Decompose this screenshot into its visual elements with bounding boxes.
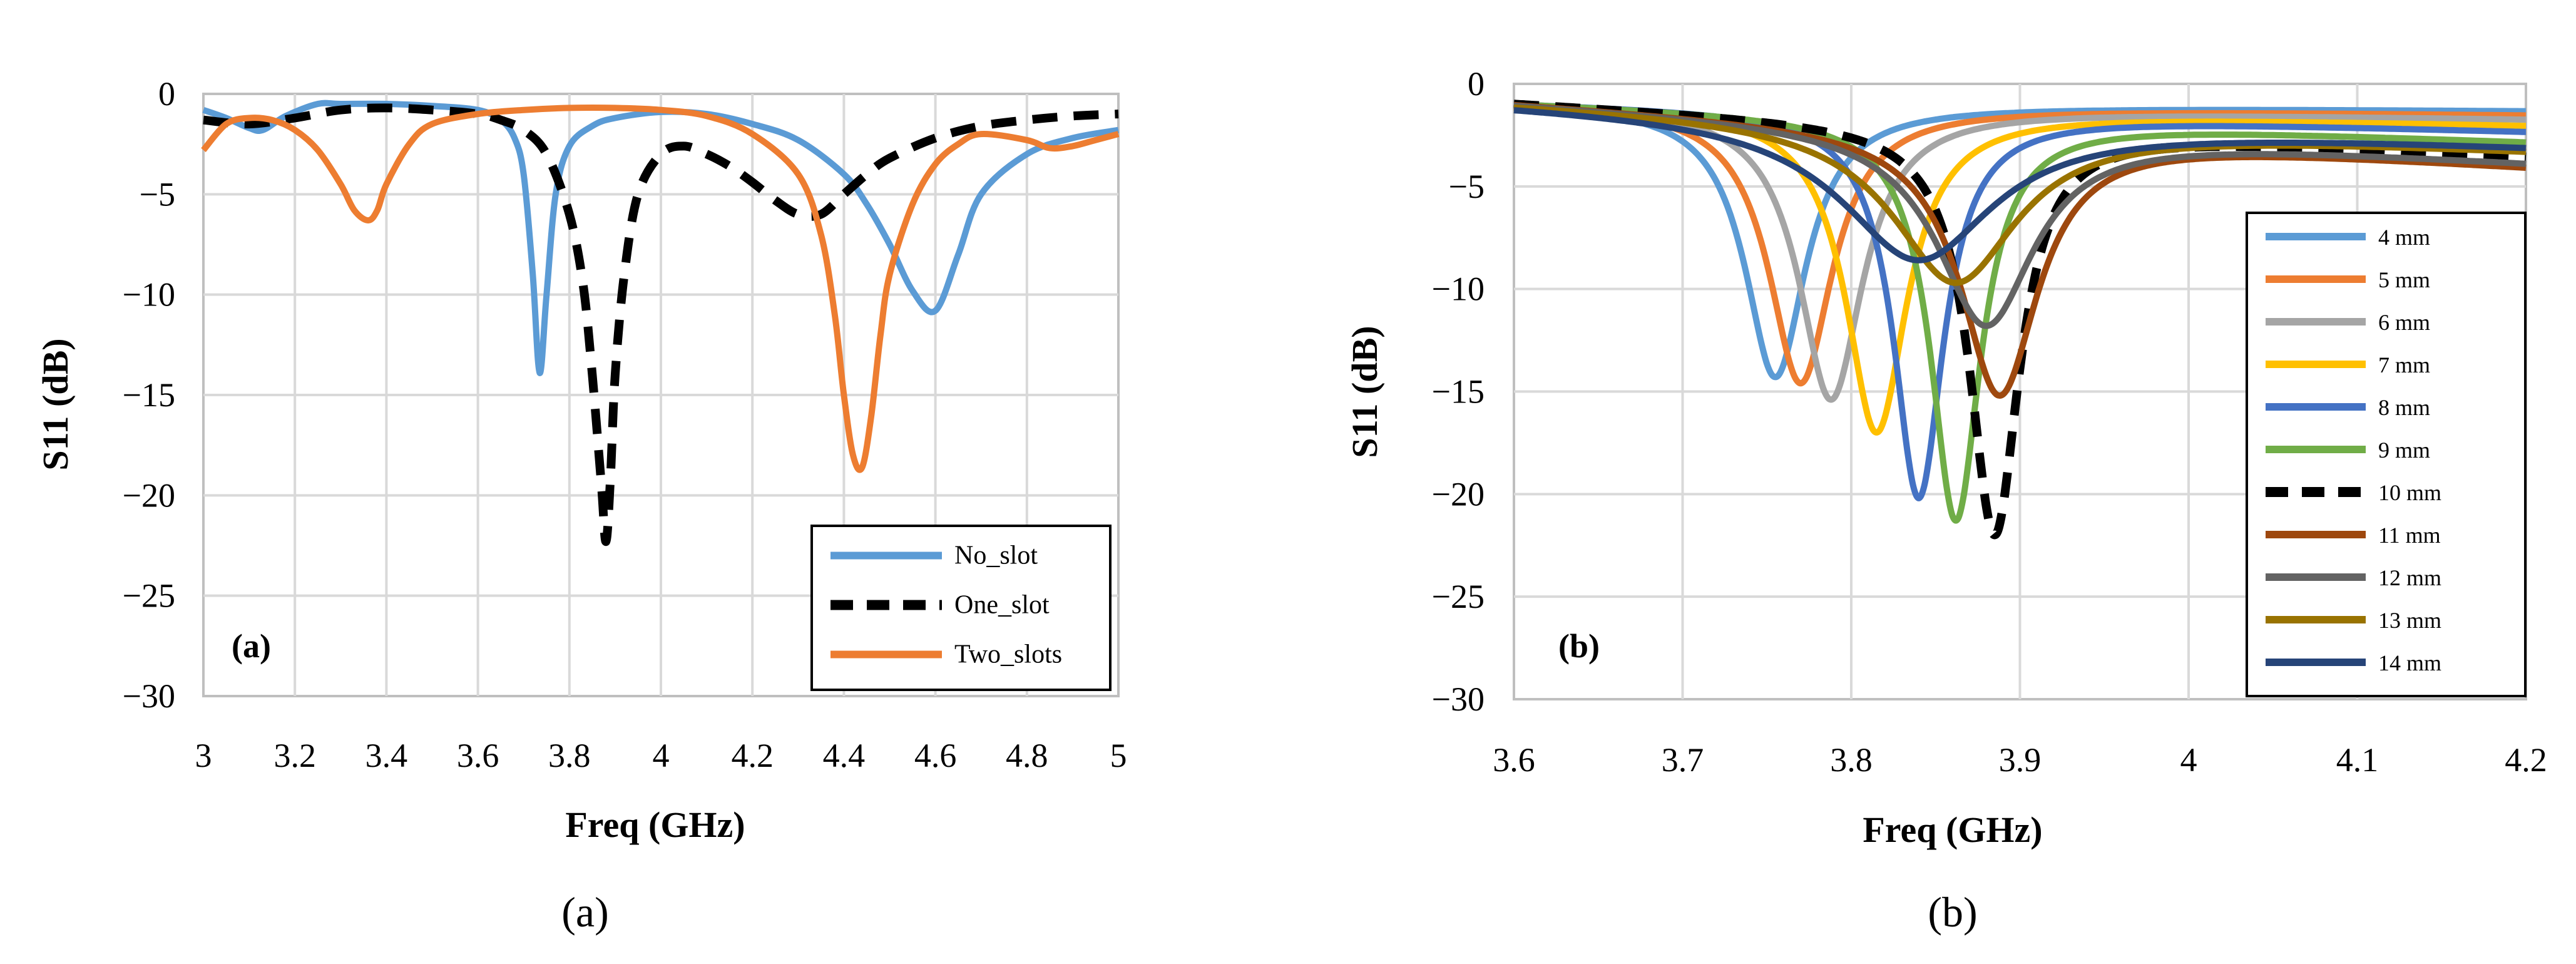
a-y-tick-label: −5 — [140, 175, 175, 213]
a-x-tick-label: 3.2 — [273, 737, 316, 774]
b-y-tick-label: −20 — [1432, 475, 1485, 513]
a-y-tick-label: −20 — [123, 476, 175, 514]
a-x-tick-label: 5 — [1110, 737, 1127, 774]
b-legend-label: 13 mm — [2378, 608, 2441, 633]
b-legend-label: 14 mm — [2378, 650, 2441, 675]
panel-b-series — [1513, 100, 2527, 540]
b-x-tick-label: 3.8 — [1830, 741, 1873, 779]
b-x-tick-label: 3.9 — [1999, 741, 2042, 779]
b-legend-label: 5 mm — [2378, 267, 2430, 292]
b-series-line-10-mm — [1513, 100, 2527, 540]
panel-a-x-axis-title: Freq (GHz) — [565, 804, 745, 845]
b-legend-label: 10 mm — [2378, 480, 2441, 505]
b-legend-box — [2246, 212, 2527, 697]
panel-a-y-tick-labels: 0 −5 −10 −15 −20 −25 −30 — [123, 75, 175, 715]
b-y-tick-label: −30 — [1432, 680, 1485, 718]
a-x-tick-label: 3 — [195, 737, 212, 774]
b-y-tick-label: −25 — [1432, 578, 1485, 615]
panel-a-series — [201, 100, 1120, 546]
panel-b-x-tick-labels: 3.6 3.7 3.8 3.9 4 4.1 4.2 — [1493, 741, 2547, 779]
b-legend-label: 8 mm — [2378, 395, 2430, 420]
panel-b-chart: 0 −5 −10 −15 −20 −25 −30 3.6 3.7 3.8 3.9 4 4.1 4.2 F… — [1344, 65, 2547, 936]
a-x-tick-label: 4 — [653, 737, 670, 774]
panel-b-caption: (b) — [1928, 888, 1977, 936]
b-legend-label: 12 mm — [2378, 565, 2441, 590]
a-legend-label: No_slot — [954, 541, 1038, 570]
panel-a-caption: (a) — [561, 888, 608, 936]
a-x-tick-label: 4.2 — [731, 737, 774, 774]
b-x-tick-label: 3.6 — [1493, 741, 1535, 779]
a-y-tick-label: 0 — [158, 75, 175, 113]
panel-a-plot-tag: (a) — [232, 627, 271, 665]
b-y-tick-label: 0 — [1468, 65, 1485, 103]
panel-a-x-tick-labels: 3 3.2 3.4 3.6 3.8 4 4.2 4.4 4.6 4.8 5 — [195, 737, 1127, 774]
a-x-tick-label: 3.4 — [365, 737, 408, 774]
a-x-tick-label: 3.8 — [548, 737, 591, 774]
a-x-tick-label: 4.8 — [1006, 737, 1048, 774]
panel-b-legend: 4 mm 5 mm 6 mm 7 mm 8 mm 9 mm 10 mm 11 mm 12 mm 1… — [2246, 212, 2527, 697]
b-y-tick-label: −5 — [1449, 168, 1485, 205]
a-legend-label: Two_slots — [954, 640, 1062, 669]
b-y-tick-label: −15 — [1432, 373, 1485, 411]
b-x-tick-label: 3.7 — [1662, 741, 1704, 779]
panel-b-y-axis-title: S11 (dB) — [1344, 326, 1385, 458]
a-legend-label: One_slot — [954, 591, 1050, 620]
a-y-tick-label: −25 — [123, 577, 175, 615]
a-x-tick-label: 4.4 — [823, 737, 866, 774]
panel-a-gridlines — [203, 94, 1118, 696]
b-x-tick-label: 4.2 — [2505, 741, 2547, 779]
b-x-tick-label: 4.1 — [2336, 741, 2379, 779]
b-legend-label: 7 mm — [2378, 352, 2430, 377]
b-series-line-4-mm — [1513, 105, 2526, 381]
a-y-tick-label: −15 — [123, 376, 175, 414]
b-legend-label: 4 mm — [2378, 225, 2430, 250]
a-y-tick-label: −10 — [123, 276, 175, 314]
b-legend-label: 9 mm — [2378, 438, 2430, 463]
panel-b-x-axis-title: Freq (GHz) — [1863, 809, 2042, 850]
b-y-tick-label: −10 — [1432, 270, 1485, 308]
a-x-tick-label: 3.6 — [457, 737, 499, 774]
b-series-line-14-mm — [1513, 107, 2527, 264]
panel-b-plot-tag: (b) — [1558, 627, 1600, 665]
b-legend-label: 6 mm — [2378, 310, 2430, 335]
b-x-tick-label: 4 — [2180, 741, 2197, 779]
panel-b-y-tick-labels: 0 −5 −10 −15 −20 −25 −30 — [1432, 65, 1485, 718]
a-series-line-one-slot — [203, 103, 1119, 546]
panel-a-chart: 0 −5 −10 −15 −20 −25 −30 3 3.2 3.4 3.6 3.8 4 4.2 4.4 4… — [35, 75, 1127, 936]
b-legend-label: 11 mm — [2378, 523, 2441, 548]
panel-a-y-axis-title: S11 (dB) — [35, 338, 76, 470]
a-y-tick-label: −30 — [123, 677, 175, 715]
a-series-line-two-slots — [201, 105, 1120, 473]
a-x-tick-label: 4.6 — [914, 737, 957, 774]
panel-a-legend: No_slot One_slot Two_slots — [810, 525, 1112, 691]
